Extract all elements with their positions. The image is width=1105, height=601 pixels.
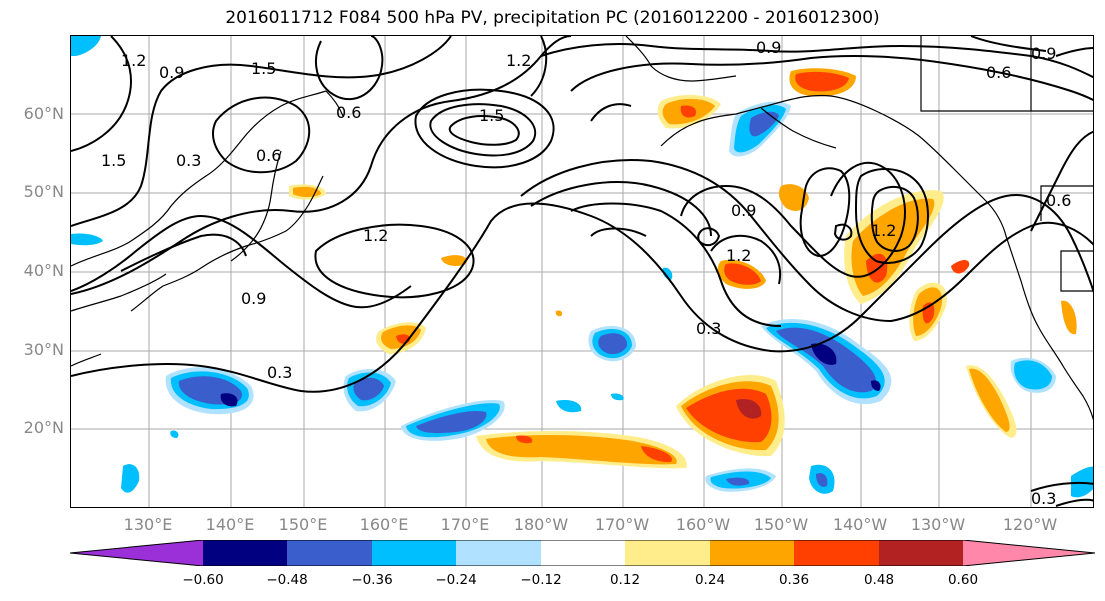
lat-label-50n: 50°N — [23, 182, 64, 201]
colorbar-tick: −0.36 — [351, 572, 393, 588]
contour-labels: 1.2 0.9 1.5 0.3 0.6 1.5 0.6 1.2 1.5 0.9 … — [101, 38, 1071, 508]
colorbar-tick: 0.24 — [694, 572, 726, 588]
contour-label: 0.3 — [1031, 489, 1056, 508]
pv-contours — [71, 36, 1093, 507]
lon-label: 170°E — [440, 515, 490, 534]
contour-label: 0.6 — [256, 146, 281, 165]
colorbar-segment — [625, 540, 710, 566]
contour-label: 0.6 — [986, 63, 1011, 82]
lon-label: 130°E — [123, 515, 173, 534]
map-area: 1.2 0.9 1.5 0.3 0.6 1.5 0.6 1.2 1.5 0.9 … — [70, 35, 1094, 508]
lat-label-30n: 30°N — [23, 340, 64, 359]
lon-label: 180°W — [513, 515, 569, 534]
contour-label: 1.5 — [251, 59, 276, 78]
precip-negative — [71, 36, 1093, 498]
lon-label: 150°E — [278, 515, 328, 534]
lon-label: 170°W — [594, 515, 650, 534]
lon-label: 160°W — [675, 515, 731, 534]
contour-label: 0.9 — [756, 38, 781, 57]
colorbar-tick: −0.60 — [182, 572, 224, 588]
contour-label: 0.9 — [1031, 44, 1056, 63]
colorbar-tick: 0.48 — [863, 572, 895, 588]
lon-label: 140°E — [205, 515, 255, 534]
lon-label: 130°W — [910, 515, 966, 534]
contour-label: 0.3 — [696, 319, 721, 338]
colorbar — [70, 540, 1096, 566]
contour-label: 0.3 — [267, 363, 292, 382]
contour-label: 1.2 — [871, 221, 896, 240]
colorbar-tick: −0.24 — [435, 572, 477, 588]
colorbar-outline — [70, 540, 1096, 566]
contour-label: 0.6 — [1046, 191, 1071, 210]
colorbar-segment — [456, 540, 541, 566]
lat-label-20n: 20°N — [23, 418, 64, 437]
contour-label: 1.5 — [101, 151, 126, 170]
lon-label: 140°W — [832, 515, 888, 534]
lon-label: 120°W — [1002, 515, 1058, 534]
coastlines — [71, 36, 1093, 421]
colorbar-tick: 0.60 — [947, 572, 979, 588]
colorbar-segment — [879, 540, 963, 566]
contour-label: 0.3 — [176, 151, 201, 170]
lon-label: 160°E — [359, 515, 409, 534]
colorbar-segment — [710, 540, 794, 566]
colorbar-tick: 0.12 — [609, 572, 641, 588]
colorbar-tick: −0.48 — [266, 572, 308, 588]
contour-label: 0.9 — [241, 289, 266, 308]
colorbar-tick: 0.36 — [778, 572, 810, 588]
colorbar-segment — [963, 540, 1095, 566]
colorbar-tick: −0.12 — [520, 572, 562, 588]
colorbar-segment — [541, 540, 625, 566]
contour-label: 1.2 — [506, 51, 531, 70]
lon-label: 150°W — [753, 515, 809, 534]
contour-label: 1.2 — [363, 226, 388, 245]
colorbar-segment — [203, 540, 287, 566]
colorbar-segment — [372, 540, 456, 566]
map-title: 2016011712 F084 500 hPa PV, precipitatio… — [225, 8, 880, 28]
contour-label: 1.2 — [726, 246, 751, 265]
contour-label: 1.5 — [479, 106, 504, 125]
map-svg: 1.2 0.9 1.5 0.3 0.6 1.5 0.6 1.2 1.5 0.9 … — [71, 36, 1093, 508]
contour-label: 1.2 — [121, 51, 146, 70]
colorbar-segment — [287, 540, 372, 566]
lat-label-40n: 40°N — [23, 261, 64, 280]
lat-label-60n: 60°N — [23, 104, 64, 123]
colorbar-segment — [70, 540, 203, 566]
contour-label: 0.6 — [336, 103, 361, 122]
colorbar-segment — [794, 540, 879, 566]
contour-label: 0.9 — [731, 201, 756, 220]
contour-label: 0.9 — [159, 63, 184, 82]
